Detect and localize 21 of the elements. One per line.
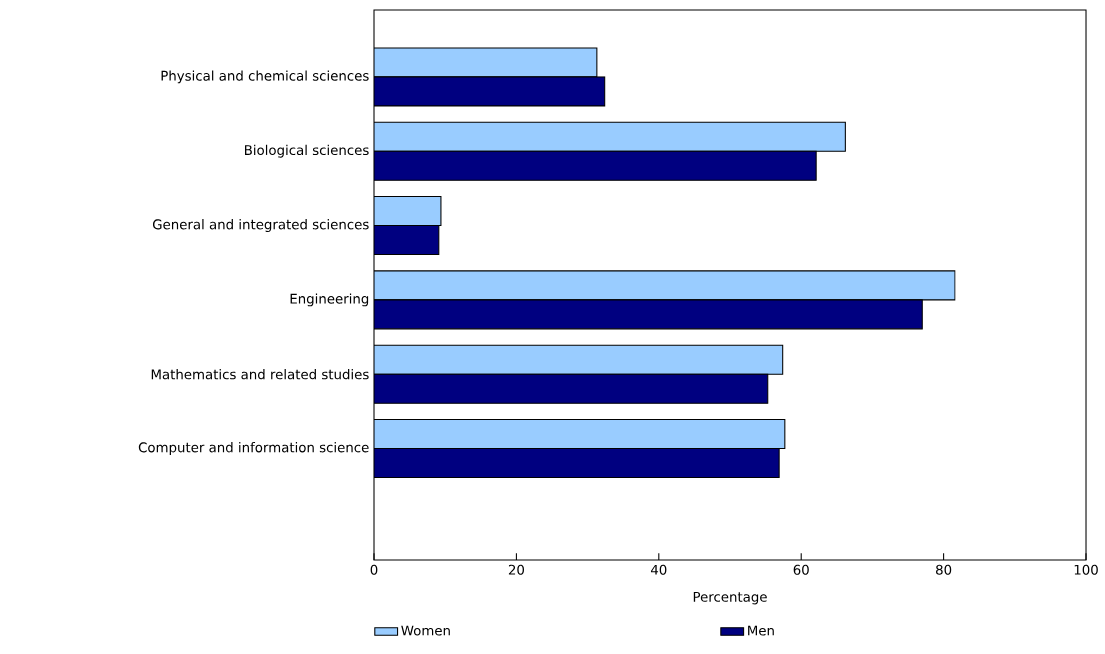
legend-label: Men [748, 625, 774, 636]
y-tick-label: Computer and information science [138, 442, 369, 455]
y-tick-label: Engineering [290, 293, 369, 307]
x-tick-label: 60 [793, 564, 809, 575]
bar [374, 225, 440, 256]
x-tick-label: 0 [370, 564, 378, 575]
x-tick-label: 80 [936, 564, 952, 575]
x-tick-label: 40 [650, 564, 667, 575]
y-tick-label: Biological sciences [245, 144, 369, 158]
y-tick-label: Physical and chemical sciences [161, 70, 369, 84]
x-axis-title: Percentage [693, 591, 767, 605]
bar [374, 299, 923, 330]
y-tick-label: General and integrated sciences [152, 219, 369, 233]
x-tick-label: 20 [508, 564, 525, 575]
y-tick-label: Mathematics and related studies [151, 369, 369, 380]
bar [374, 76, 606, 107]
bar [374, 373, 769, 404]
legend-label: Women [401, 625, 450, 636]
bar [374, 447, 780, 479]
x-tick-label: 100 [1074, 564, 1098, 575]
bar [374, 150, 817, 181]
